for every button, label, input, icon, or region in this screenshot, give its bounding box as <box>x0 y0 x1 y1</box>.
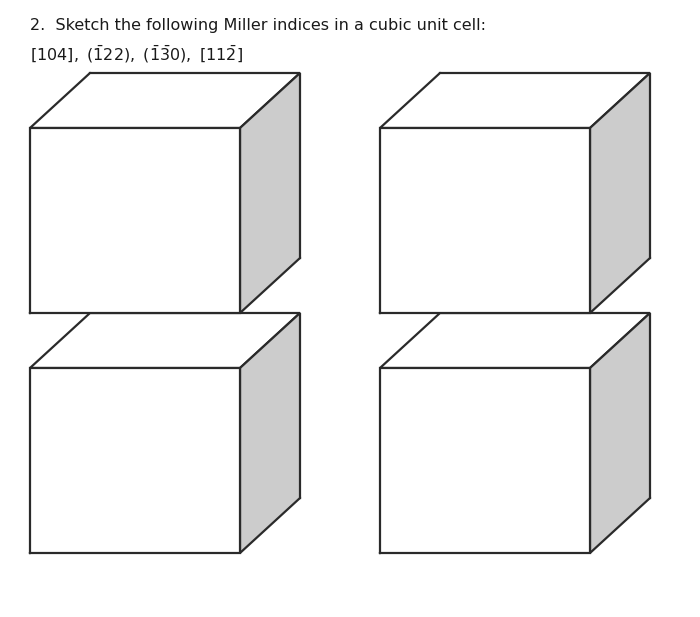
Text: 2.  Sketch the following Miller indices in a cubic unit cell:: 2. Sketch the following Miller indices i… <box>30 18 486 33</box>
Polygon shape <box>30 128 240 313</box>
Polygon shape <box>380 73 650 128</box>
Polygon shape <box>590 313 650 553</box>
Polygon shape <box>240 73 300 313</box>
Text: $[104],\ (\bar{1}22),\ (\bar{1}\bar{3}0),\ [11\bar{2}]$: $[104],\ (\bar{1}22),\ (\bar{1}\bar{3}0)… <box>30 44 243 65</box>
Polygon shape <box>590 73 650 313</box>
Polygon shape <box>30 368 240 553</box>
Polygon shape <box>380 128 590 313</box>
Polygon shape <box>380 368 590 553</box>
Polygon shape <box>30 73 300 128</box>
Polygon shape <box>380 313 650 368</box>
Polygon shape <box>240 313 300 553</box>
Polygon shape <box>30 313 300 368</box>
